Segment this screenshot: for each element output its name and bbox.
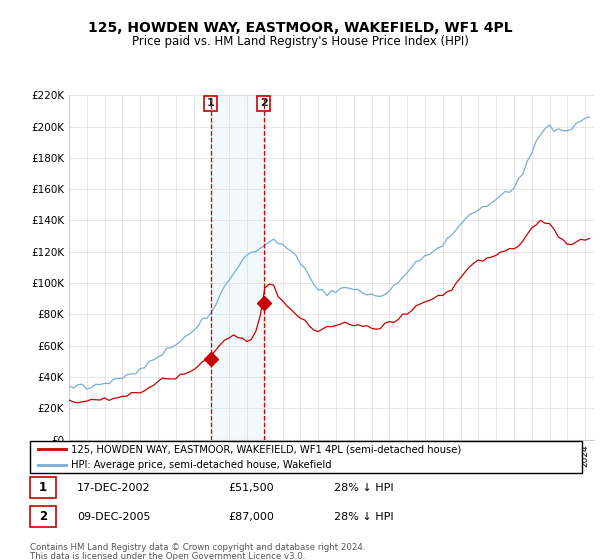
Text: 2: 2: [39, 510, 47, 523]
Text: This data is licensed under the Open Government Licence v3.0.: This data is licensed under the Open Gov…: [30, 552, 305, 560]
Bar: [211, 95, 263, 440]
Text: 28% ↓ HPI: 28% ↓ HPI: [334, 512, 393, 522]
Bar: [30, 477, 56, 498]
Text: 1: 1: [207, 99, 215, 108]
Text: 2: 2: [260, 99, 268, 108]
Text: 09-DEC-2005: 09-DEC-2005: [77, 512, 151, 522]
Text: 125, HOWDEN WAY, EASTMOOR, WAKEFIELD, WF1 4PL: 125, HOWDEN WAY, EASTMOOR, WAKEFIELD, WF…: [88, 21, 512, 35]
Bar: [30, 506, 56, 528]
Text: 28% ↓ HPI: 28% ↓ HPI: [334, 483, 393, 493]
Text: HPI: Average price, semi-detached house, Wakefield: HPI: Average price, semi-detached house,…: [71, 460, 332, 470]
Text: 17-DEC-2002: 17-DEC-2002: [77, 483, 151, 493]
Text: Contains HM Land Registry data © Crown copyright and database right 2024.: Contains HM Land Registry data © Crown c…: [30, 543, 365, 552]
Text: £51,500: £51,500: [229, 483, 274, 493]
Text: Price paid vs. HM Land Registry's House Price Index (HPI): Price paid vs. HM Land Registry's House …: [131, 35, 469, 48]
Text: 1: 1: [39, 481, 47, 494]
Text: £87,000: £87,000: [229, 512, 275, 522]
Text: 125, HOWDEN WAY, EASTMOOR, WAKEFIELD, WF1 4PL (semi-detached house): 125, HOWDEN WAY, EASTMOOR, WAKEFIELD, WF…: [71, 445, 461, 455]
